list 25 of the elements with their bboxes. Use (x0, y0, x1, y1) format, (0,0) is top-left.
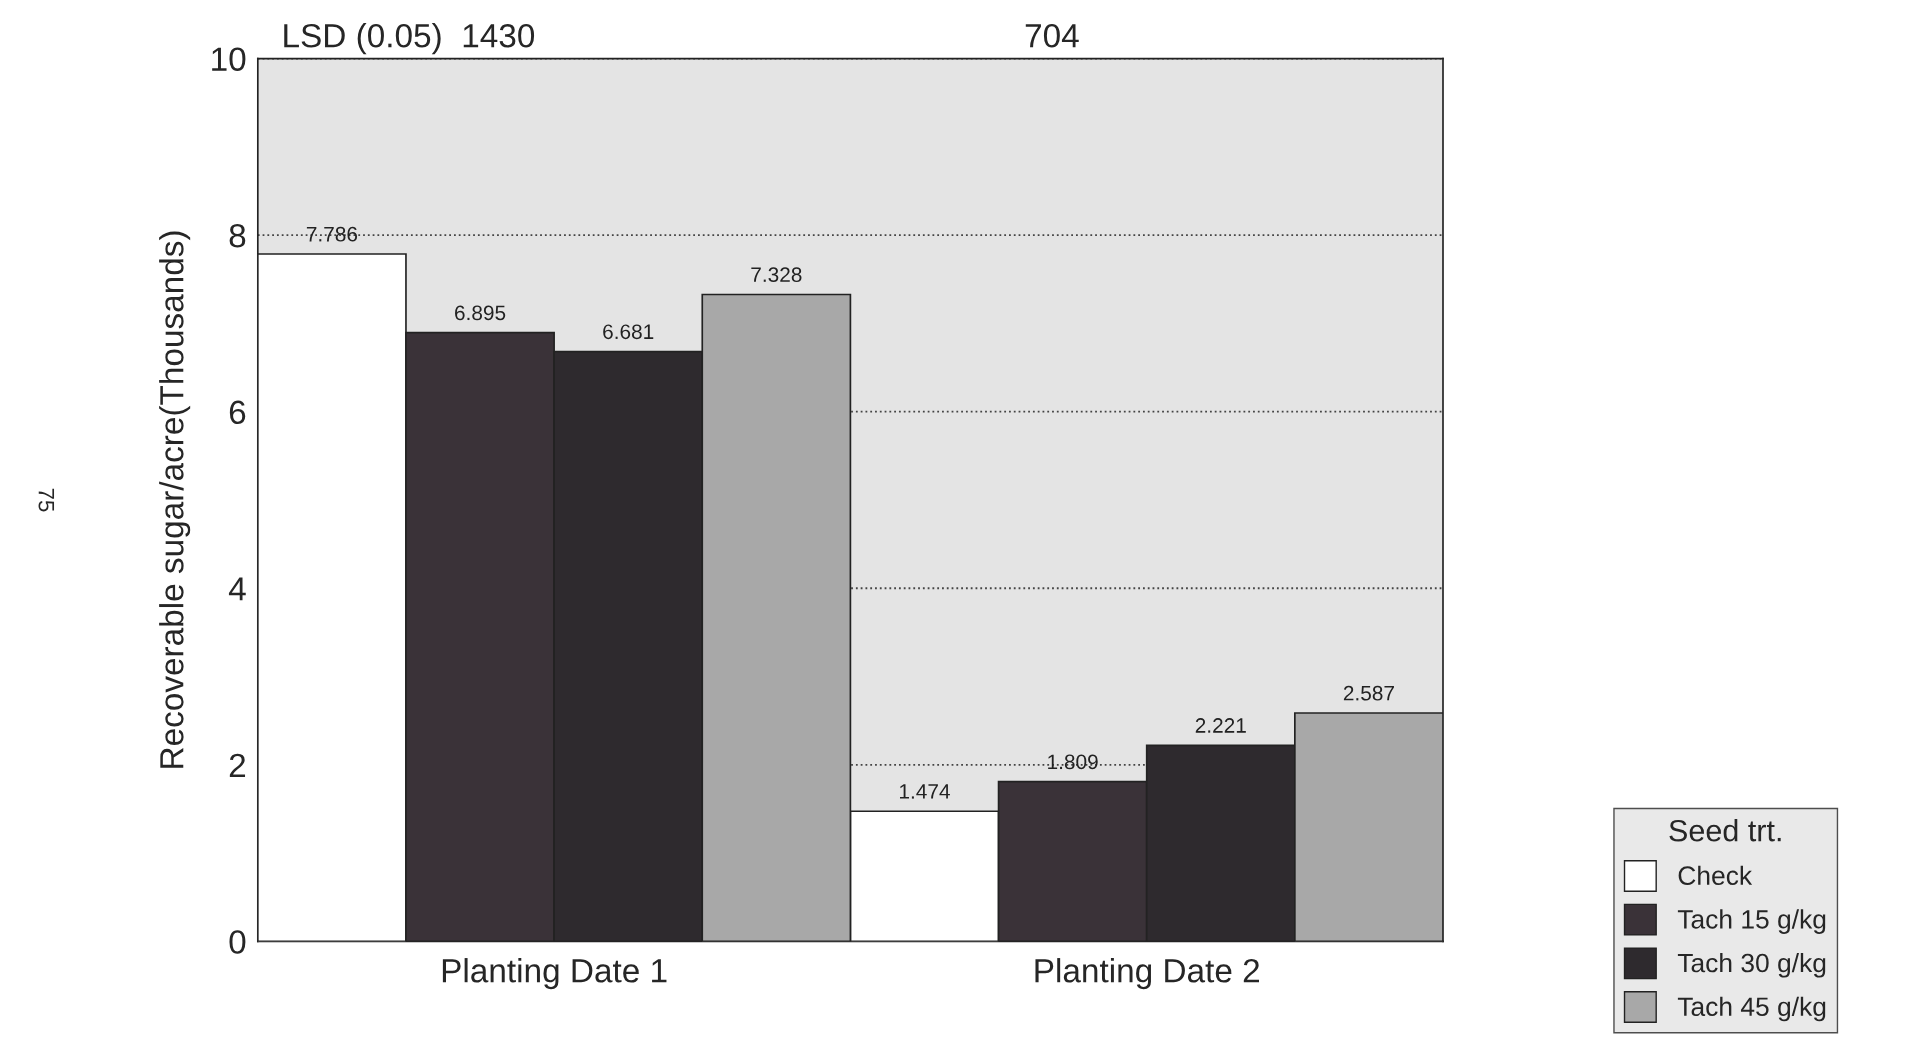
x-tick-label: Planting Date 1 (442, 958, 667, 990)
data-label: 6.681 (603, 324, 654, 340)
text: 704 (1025, 23, 1079, 48)
y-tick-label: 6 (229, 400, 246, 425)
data-label: 2.221 (1195, 718, 1246, 733)
y-tick-label: 8 (229, 223, 246, 248)
legend-label: Tach 45 g/kg (1677, 996, 1826, 1022)
text: 75 (38, 488, 55, 512)
y-tick-label: 2 (229, 753, 246, 777)
y-tick-label: 4 (228, 577, 246, 601)
data-label: 2.587 (1343, 685, 1394, 701)
data-label: 1.809 (1048, 754, 1098, 770)
data-label: 7.786 (306, 226, 358, 242)
legend-title: Seed trt. (1669, 819, 1781, 842)
legend-label: Check (1678, 865, 1753, 886)
legend-label: Tach 15 g/kg (1677, 909, 1826, 934)
y-tick-label: 0 (229, 930, 246, 954)
data-label: 1.474 (900, 784, 950, 799)
x-tick-label: Planting Date 2 (1035, 958, 1259, 990)
legend-label: Tach 30 g/kg (1677, 952, 1826, 978)
text: LSD (0.05) 1430 (284, 23, 535, 55)
data-label: 7.328 (751, 267, 802, 283)
y-tick-label: 10 (212, 47, 246, 71)
data-label: 6.895 (455, 305, 506, 321)
y-axis-title: Recoverable sugar/acre(Thousands) (159, 231, 191, 768)
